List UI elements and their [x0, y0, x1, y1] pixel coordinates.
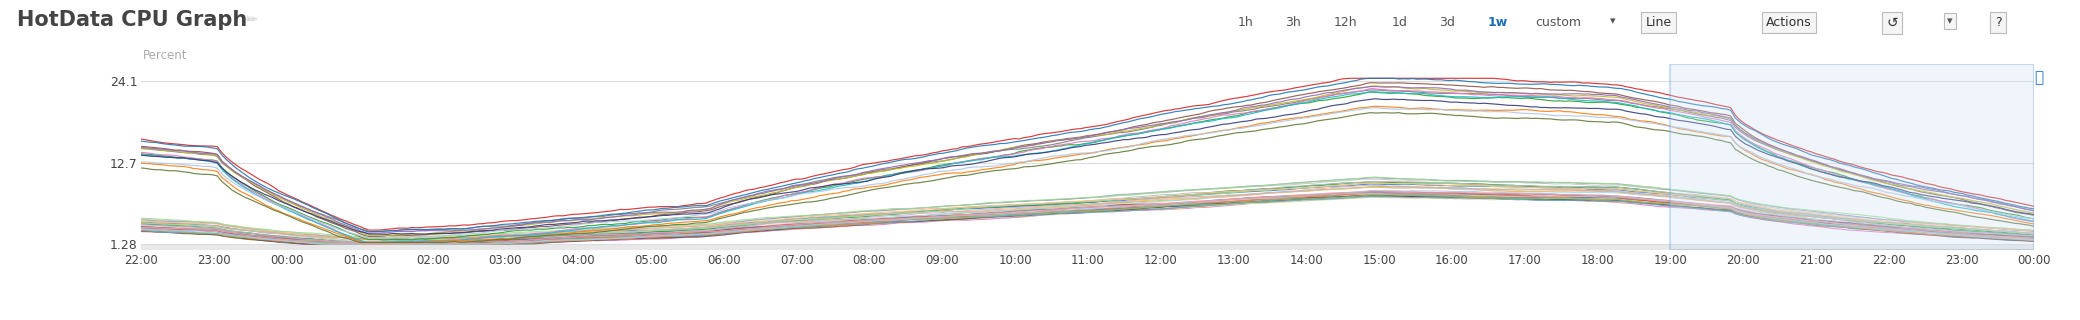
Text: 1h: 1h	[1238, 16, 1254, 29]
Text: Line: Line	[1645, 16, 1672, 29]
Text: custom: custom	[1535, 16, 1581, 29]
Text: ▾: ▾	[1610, 16, 1616, 26]
Text: Percent: Percent	[144, 49, 187, 62]
Text: ↺: ↺	[1887, 16, 1899, 30]
Text: 3h: 3h	[1285, 16, 1302, 29]
Bar	[141, 244, 2034, 250]
Text: 1w: 1w	[1487, 16, 1508, 29]
Text: 1d: 1d	[1392, 16, 1408, 29]
Text: Actions: Actions	[1766, 16, 1812, 29]
Bar	[1670, 64, 2034, 250]
Text: ▾: ▾	[1947, 16, 1953, 26]
Text: 🔍: 🔍	[2034, 70, 2043, 85]
Text: 12h: 12h	[1333, 16, 1356, 29]
Text: ✏: ✏	[245, 13, 258, 27]
Text: HotData CPU Graph: HotData CPU Graph	[17, 10, 248, 30]
Text: ?: ?	[1995, 16, 2001, 29]
Text: 3d: 3d	[1439, 16, 1456, 29]
